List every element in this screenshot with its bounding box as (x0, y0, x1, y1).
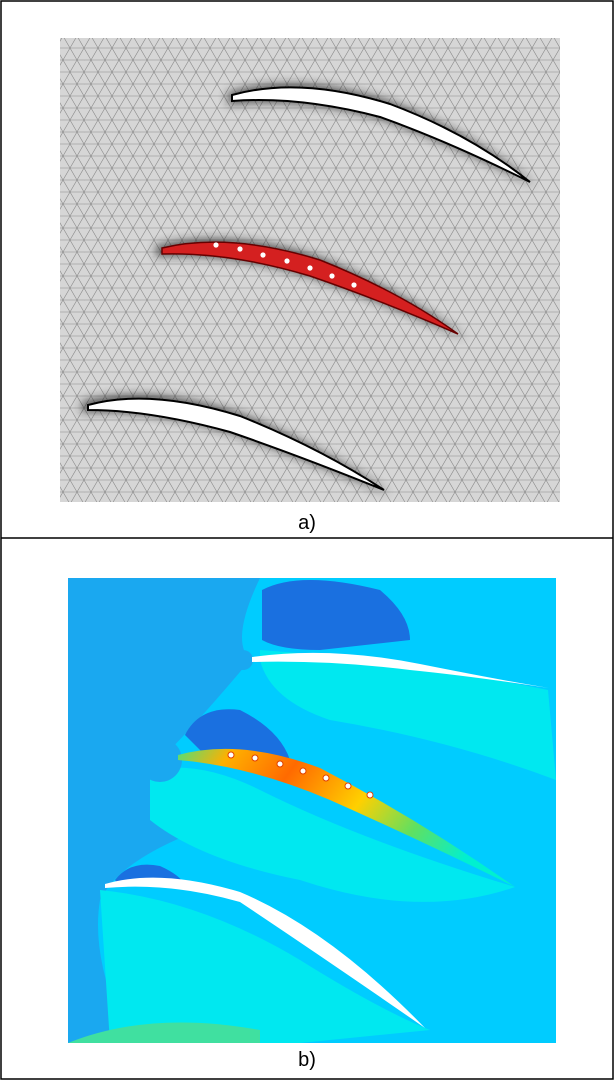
contour-image (68, 578, 556, 1043)
caption: b) (298, 1049, 316, 1071)
caption: a) (298, 512, 316, 534)
mesh-image (60, 38, 560, 502)
